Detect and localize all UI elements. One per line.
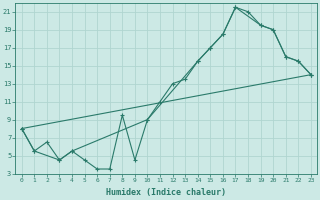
- X-axis label: Humidex (Indice chaleur): Humidex (Indice chaleur): [106, 188, 226, 197]
